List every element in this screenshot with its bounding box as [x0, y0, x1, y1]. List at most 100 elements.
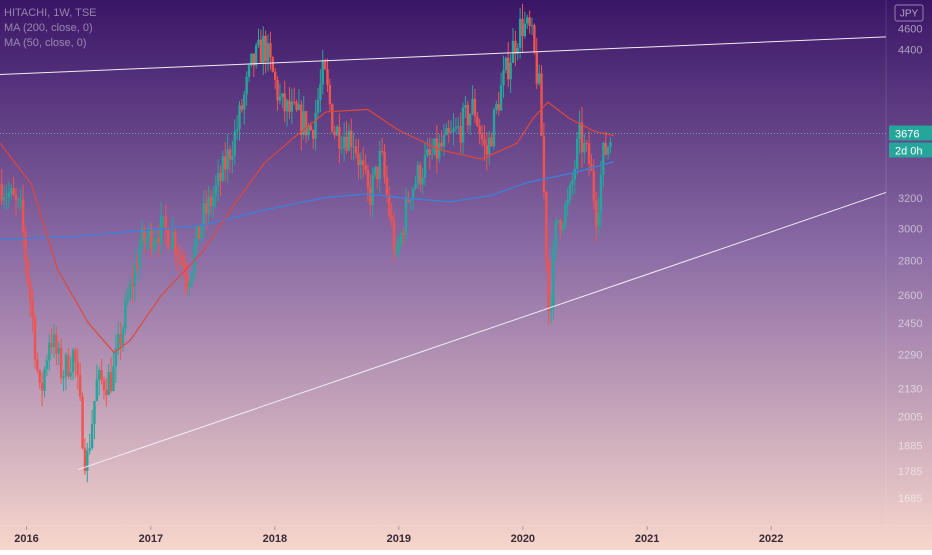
candle [285, 98, 289, 127]
candle [480, 125, 484, 147]
last-price-badge[interactable]: 3676 2d 0h [889, 125, 932, 158]
y-tick-label: 1785 [898, 466, 922, 478]
candle [17, 197, 20, 209]
candle [169, 246, 172, 250]
candle [471, 85, 474, 116]
candle [64, 352, 68, 391]
candle [359, 152, 362, 180]
candle [190, 270, 194, 288]
x-tick-label: 2017 [139, 533, 163, 545]
candle [278, 83, 282, 105]
candle [492, 107, 496, 151]
candle [430, 138, 434, 160]
candle [226, 134, 229, 183]
candle [67, 347, 70, 380]
time-scale[interactable]: 2016 2017 2018 2019 2020 2021 2022 [14, 526, 783, 545]
legend-ma50[interactable]: MA (50, close, 0) [4, 37, 87, 49]
candle [50, 328, 53, 355]
candle [499, 72, 503, 111]
candle [540, 65, 543, 137]
legend-ma200[interactable]: MA (200, close, 0) [4, 22, 93, 34]
countdown-label: 2d 0h [895, 145, 923, 157]
candle [426, 138, 429, 158]
candle [599, 160, 603, 228]
candle [407, 190, 410, 204]
candle [326, 58, 329, 92]
candle [133, 250, 137, 302]
candle [0, 169, 3, 206]
candle [400, 230, 403, 248]
candle [542, 122, 546, 200]
candle [200, 224, 203, 243]
last-price-badge-bg [889, 125, 932, 141]
candle [516, 43, 519, 61]
candle [585, 140, 588, 152]
countdown-badge-bg [889, 142, 932, 158]
candle [350, 118, 353, 160]
candle [76, 347, 79, 390]
candle [461, 102, 465, 155]
candle [176, 244, 179, 273]
candle [245, 71, 248, 106]
candle [86, 442, 89, 483]
candle [78, 362, 82, 402]
candle [136, 254, 139, 271]
candle [219, 165, 222, 197]
candle [209, 190, 213, 215]
price-scale[interactable]: 4600 4400 3200 3000 2800 2600 2450 2290 2130 2005… [898, 24, 922, 505]
trendline-support[interactable] [77, 191, 887, 471]
candle [490, 132, 493, 147]
candle [243, 90, 246, 125]
candle [247, 63, 251, 82]
candle [121, 324, 125, 352]
candle [95, 364, 99, 402]
candle [376, 166, 379, 189]
candle [371, 167, 374, 218]
candle [547, 258, 550, 325]
candle [571, 173, 574, 195]
currency-button[interactable]: JPY [894, 4, 924, 22]
candle [473, 88, 477, 124]
legend-symbol[interactable]: HITACHI, 1W, TSE [4, 7, 97, 19]
candle [578, 110, 581, 155]
candle [521, 3, 524, 53]
candle [604, 131, 607, 157]
candle [388, 186, 391, 220]
candle [423, 142, 427, 186]
candle [488, 130, 491, 165]
ma200-line[interactable] [0, 161, 615, 241]
candle [5, 184, 8, 210]
candle [502, 55, 505, 98]
candle [409, 199, 412, 210]
candle [293, 87, 296, 106]
candle [580, 106, 584, 168]
candle [530, 17, 534, 36]
ma50-line[interactable] [0, 101, 615, 354]
y-tick-label: 2800 [898, 256, 922, 268]
candle [361, 147, 365, 178]
candle [295, 99, 298, 112]
candle [105, 377, 108, 407]
candle [36, 352, 39, 374]
candle [238, 101, 241, 141]
candle [504, 56, 508, 74]
trendline-resistance[interactable] [0, 36, 887, 76]
candle [262, 26, 265, 76]
candle [575, 132, 579, 175]
candle [459, 112, 462, 154]
y-tick-label: 1885 [898, 440, 922, 452]
candle [457, 116, 460, 135]
candle [312, 128, 315, 150]
candle [62, 370, 65, 392]
candle [7, 182, 11, 208]
candle [119, 322, 122, 360]
candle [10, 184, 13, 200]
candle [83, 438, 87, 475]
candle [297, 89, 301, 111]
candle [514, 30, 517, 67]
candle [266, 34, 270, 72]
candle [478, 118, 481, 145]
candle [390, 203, 393, 227]
